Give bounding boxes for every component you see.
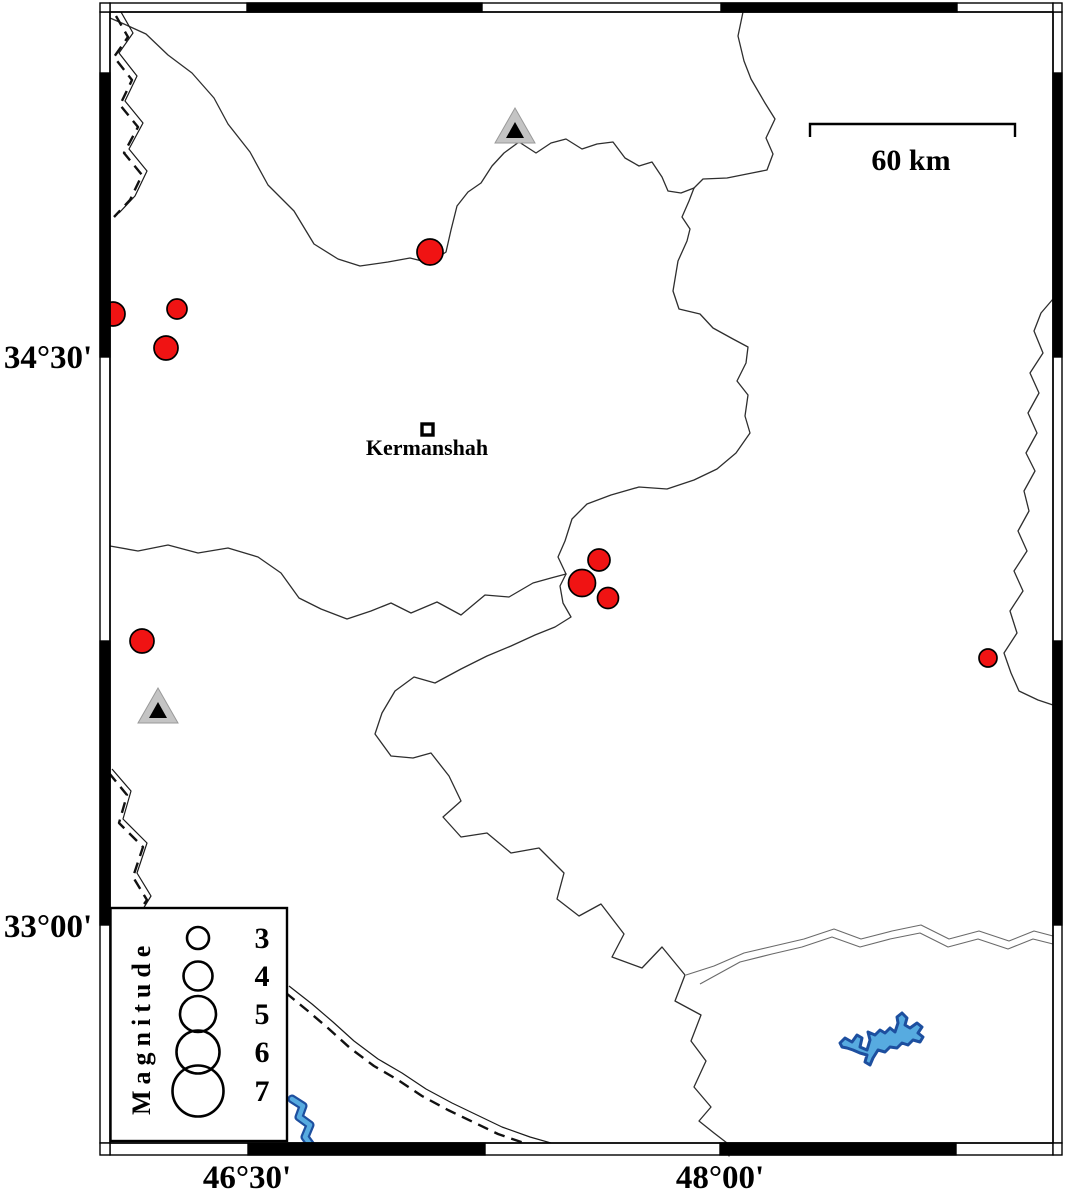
scale-bar: 60 km [808, 122, 1017, 177]
legend-magnitude-circle [178, 994, 218, 1034]
border-northwest [109, 17, 695, 267]
frame-corner [99, 1142, 111, 1156]
earthquake-marker [587, 548, 611, 572]
border-zigzag-south [374, 573, 730, 1157]
intl-border-top-solid [118, 11, 148, 214]
lat-label-34-30: 34°30' [4, 340, 92, 376]
border-right-edge [1003, 298, 1054, 706]
frame-corner [99, 2, 111, 13]
earthquake-marker [567, 568, 597, 598]
frame-black-segment [247, 1142, 486, 1156]
intl-border-mid-dashed [108, 772, 149, 912]
legend-magnitude-label: 5 [255, 998, 270, 1031]
frame-black-segment [99, 72, 111, 358]
city-label: Kermanshah [366, 435, 488, 460]
frame-inner-line [109, 11, 1054, 1144]
earthquake-marker [978, 648, 998, 668]
lake [838, 1011, 925, 1067]
lon-label-46-30: 46°30' [203, 1160, 291, 1193]
border-central-south [557, 187, 751, 575]
border-north-branch [693, 11, 776, 189]
legend-entries: 3 4 5 6 7 [171, 922, 270, 1118]
legend-magnitude-label: 4 [255, 960, 270, 993]
frame-black-segment [246, 2, 483, 13]
legend-magnitude-circle [175, 1029, 221, 1075]
earthquake-marker [166, 298, 188, 320]
frame-black-segment [719, 1142, 957, 1156]
legend-magnitude-label: 7 [255, 1075, 270, 1108]
earthquake-marker [153, 335, 179, 361]
legend-magnitude-circle [171, 1064, 225, 1118]
intl-border-mid-solid [111, 768, 152, 910]
frame-corner [1052, 2, 1063, 13]
frame-black-segment [99, 640, 111, 926]
earthquakes-layer [100, 238, 998, 668]
river-double-line-a [685, 924, 1054, 976]
border-east-west [109, 544, 567, 620]
frame-black-segment [1052, 72, 1063, 358]
scale-bar-bracket [808, 122, 1017, 137]
intl-border-bottom-dashed [285, 992, 551, 1154]
city-kermanshah: Kermanshah [366, 422, 488, 460]
legend-magnitude-label: 3 [255, 922, 270, 955]
frame-black-segment [720, 2, 958, 13]
province-borders [109, 11, 1054, 1157]
magnitude-legend: Magnitude 3 4 5 6 7 [109, 906, 289, 1143]
legend-magnitude-circle [182, 960, 214, 992]
frame-corner [1052, 1142, 1063, 1156]
legend-title: Magnitude [127, 940, 156, 1115]
station-triangle-core [506, 122, 524, 138]
legend-magnitude-circle [185, 925, 211, 951]
earthquake-marker [416, 238, 444, 266]
city-square-marker [420, 422, 435, 437]
river [289, 1096, 316, 1151]
lat-label-33-00: 33°00' [4, 909, 92, 945]
water-features [287, 1011, 925, 1153]
earthquake-marker [596, 586, 620, 610]
station-triangle-core [149, 702, 167, 718]
earthquake-marker [129, 628, 155, 654]
map-frame [99, 2, 1063, 1156]
axis-labels: 34°30' 33°00' 46°30' 48°00' [4, 340, 764, 1193]
intl-border-top-dashed [112, 15, 144, 218]
intl-border-bottom-solid [288, 985, 579, 1153]
frame-black-segment [1052, 640, 1063, 926]
river-double-line-b [699, 932, 1054, 985]
international-border [108, 11, 579, 1154]
stations-layer [137, 106, 536, 724]
lon-label-48-00: 48°00' [676, 1160, 764, 1193]
legend-box [109, 906, 289, 1143]
scale-bar-label: 60 km [871, 144, 950, 177]
legend-magnitude-label: 6 [255, 1036, 270, 1069]
